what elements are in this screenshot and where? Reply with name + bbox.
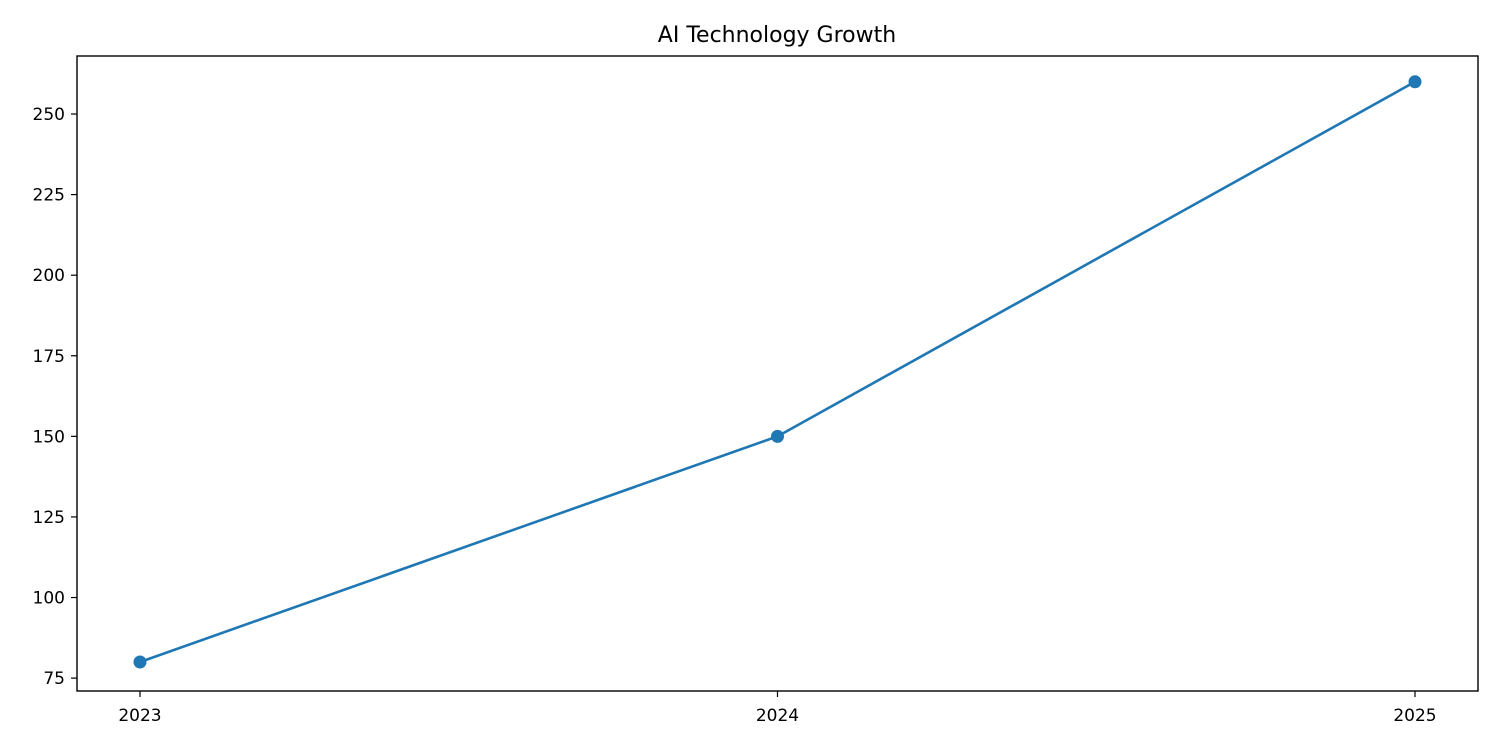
y-tick-label: 200 [33, 266, 65, 286]
plot-frame [76, 55, 1479, 692]
data-point [1408, 75, 1422, 89]
chart-title: AI Technology Growth [658, 23, 896, 48]
y-tick-label: 225 [33, 186, 65, 206]
y-tick-label: 75 [43, 669, 65, 689]
y-axis: 75 100 125 150 175 200 225 250 [33, 105, 77, 689]
y-tick-label: 125 [33, 508, 65, 528]
data-point [771, 429, 784, 443]
y-tick-label: 250 [33, 105, 65, 125]
x-tick-label: 2023 [118, 706, 161, 726]
y-tick-label: 150 [33, 427, 65, 447]
x-axis: 2023 2024 2025 [118, 691, 1437, 726]
y-tick-label: 175 [33, 347, 65, 367]
x-tick-label: 2025 [1393, 706, 1436, 726]
x-tick-label: 2024 [756, 706, 799, 726]
y-tick-label: 100 [33, 589, 65, 609]
data-point [133, 655, 147, 669]
series-layer [133, 75, 1422, 669]
